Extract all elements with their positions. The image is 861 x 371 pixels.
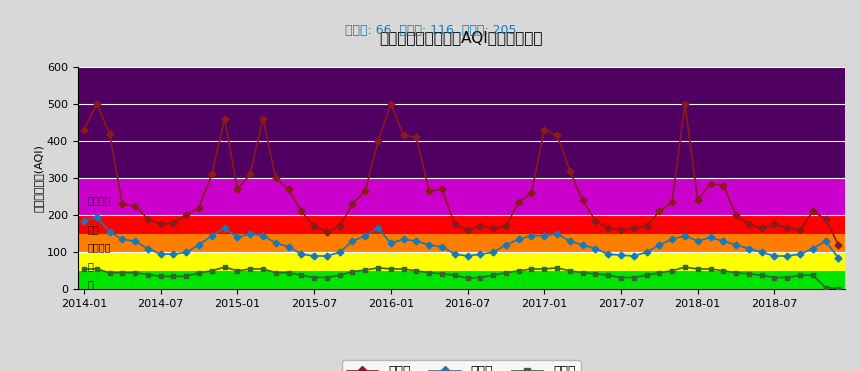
- Y-axis label: 空气质量指数(AQI): 空气质量指数(AQI): [34, 144, 44, 212]
- Text: 中度: 中度: [88, 224, 99, 234]
- Bar: [77, 271, 844, 289]
- Bar: [77, 252, 844, 271]
- Bar: [77, 234, 844, 252]
- Title: 廊坊空气质量指数（AQI）月变化趋势: 廊坊空气质量指数（AQI）月变化趋势: [379, 30, 542, 45]
- Text: 重度污染: 重度污染: [88, 196, 111, 205]
- Text: 轻度污染: 轻度污染: [88, 243, 111, 252]
- Text: 优: 优: [88, 279, 94, 289]
- Text: 最小值: 66  平均值: 116  最大值: 205: 最小值: 66 平均值: 116 最大值: 205: [345, 24, 516, 37]
- Legend: 最大值, 平均值, 最小值: 最大值, 平均值, 最小值: [342, 360, 579, 371]
- Text: 良: 良: [88, 261, 94, 271]
- Bar: [77, 67, 844, 178]
- Bar: [77, 215, 844, 234]
- Bar: [77, 178, 844, 215]
